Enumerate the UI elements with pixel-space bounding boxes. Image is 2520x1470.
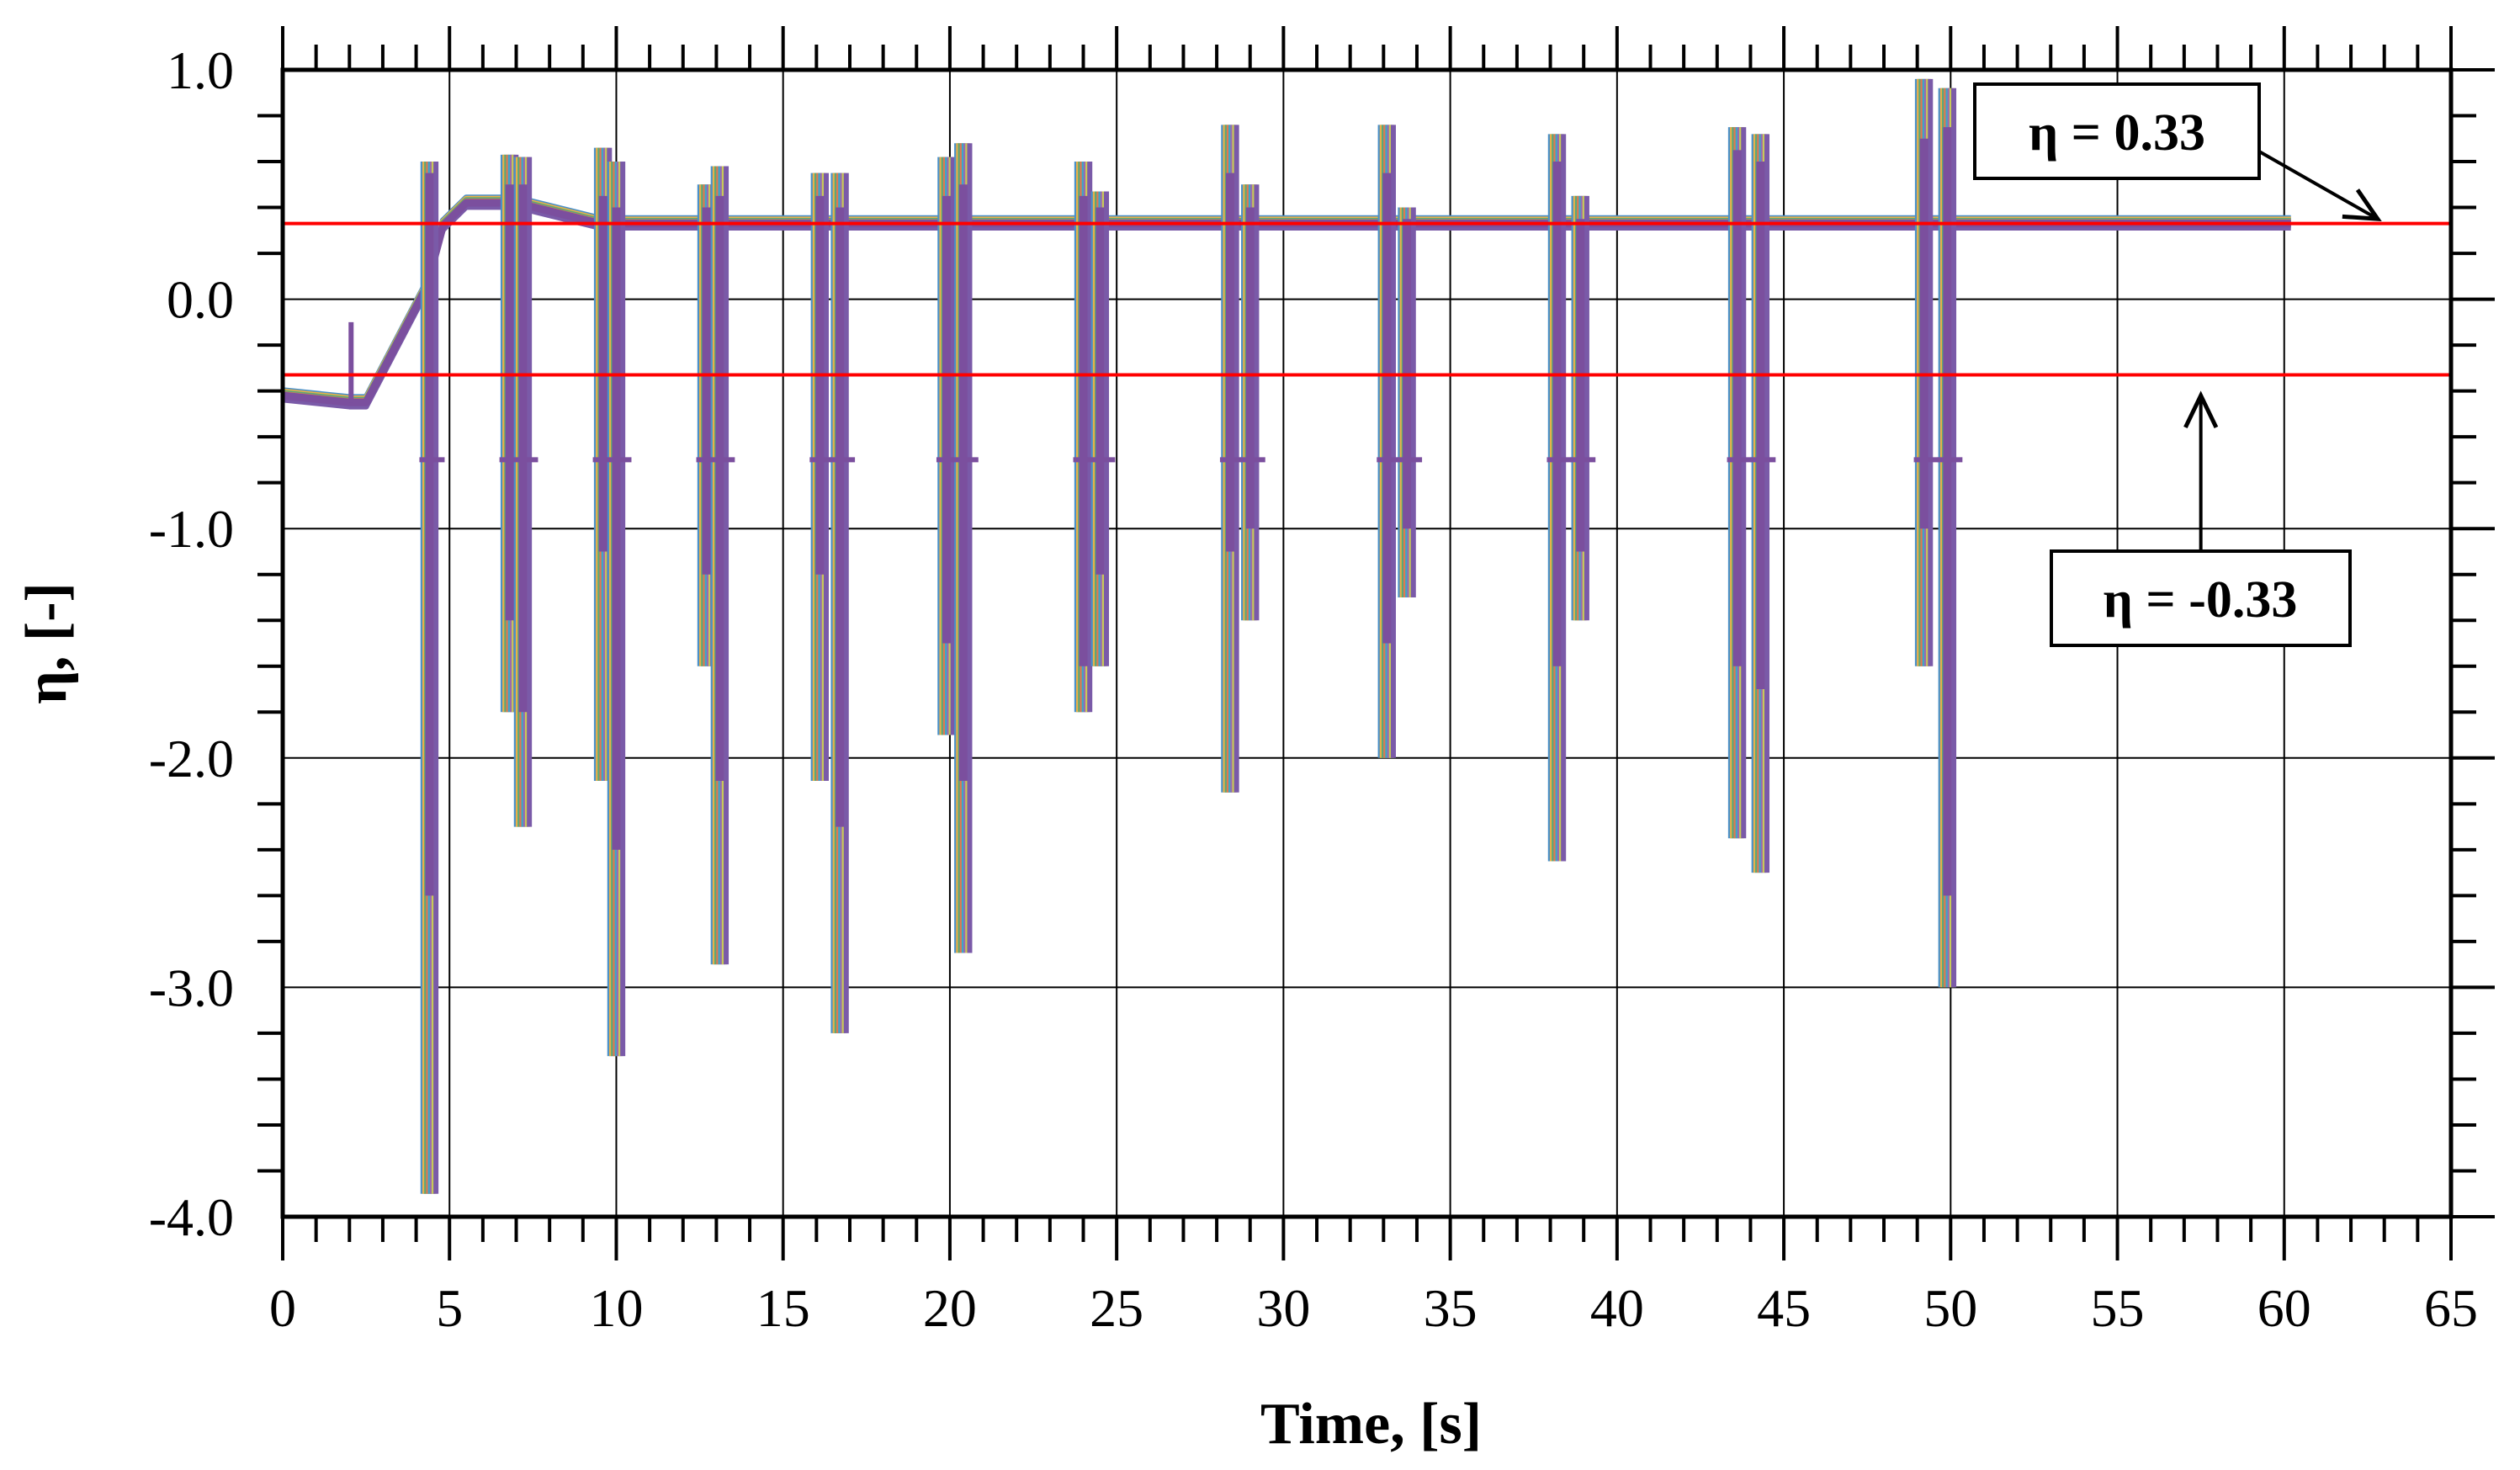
annotation-lower-box xyxy=(2050,549,2352,647)
plot-frame xyxy=(280,67,2454,1219)
y-tick-label: -2.0 xyxy=(149,729,234,788)
annotation-upper-arrowhead xyxy=(2342,188,2382,222)
reference-lines xyxy=(283,221,2451,377)
y-tick-label: -1.0 xyxy=(149,499,234,559)
x-tick-label: 35 xyxy=(1424,1278,1478,1338)
y-tick-label: -3.0 xyxy=(149,958,234,1017)
x-tick-label: 40 xyxy=(1590,1278,1644,1338)
x-tick-label: 50 xyxy=(1923,1278,1977,1338)
x-tick-label: 20 xyxy=(923,1278,977,1338)
annotation-upper-text: η = 0.33 xyxy=(2029,104,2205,162)
x-tick-label: 10 xyxy=(589,1278,643,1338)
x-tick-label: 15 xyxy=(756,1278,810,1338)
x-tick-label: 30 xyxy=(1256,1278,1310,1338)
x-tick-label: 25 xyxy=(1090,1278,1143,1338)
annotation-upper: η = 0.33 xyxy=(1973,82,2382,222)
axis-ticks xyxy=(257,26,2495,1260)
x-tick-label: 0 xyxy=(269,1278,296,1338)
y-axis-label: η, [-] xyxy=(14,582,79,704)
x-axis-label: Time, [s] xyxy=(1260,1392,1482,1457)
data-series xyxy=(282,78,2291,1194)
annotation-upper-box xyxy=(1973,82,2261,180)
x-tick-labels: 0 5 10 15 20 25 30 35 40 45 50 55 60 65 xyxy=(269,1278,2478,1338)
x-tick-label: 55 xyxy=(2091,1278,2145,1338)
y-tick-labels: 1.0 0.0 -1.0 -2.0 -3.0 -4.0 xyxy=(149,40,234,1247)
x-tick-label: 45 xyxy=(1757,1278,1811,1338)
annotation-upper-arrow xyxy=(2258,150,2379,220)
x-tick-label: 60 xyxy=(2257,1278,2311,1338)
y-tick-label: 0.0 xyxy=(167,270,234,330)
y-tick-label: -4.0 xyxy=(149,1187,234,1247)
annotation-lower-text: η = -0.33 xyxy=(2104,571,2298,629)
x-tick-label: 65 xyxy=(2424,1278,2478,1338)
x-tick-label: 5 xyxy=(436,1278,463,1338)
y-tick-label: 1.0 xyxy=(167,40,234,100)
annotation-lower-arrowhead xyxy=(2183,390,2219,428)
annotation-lower: η = -0.33 xyxy=(2050,390,2352,647)
